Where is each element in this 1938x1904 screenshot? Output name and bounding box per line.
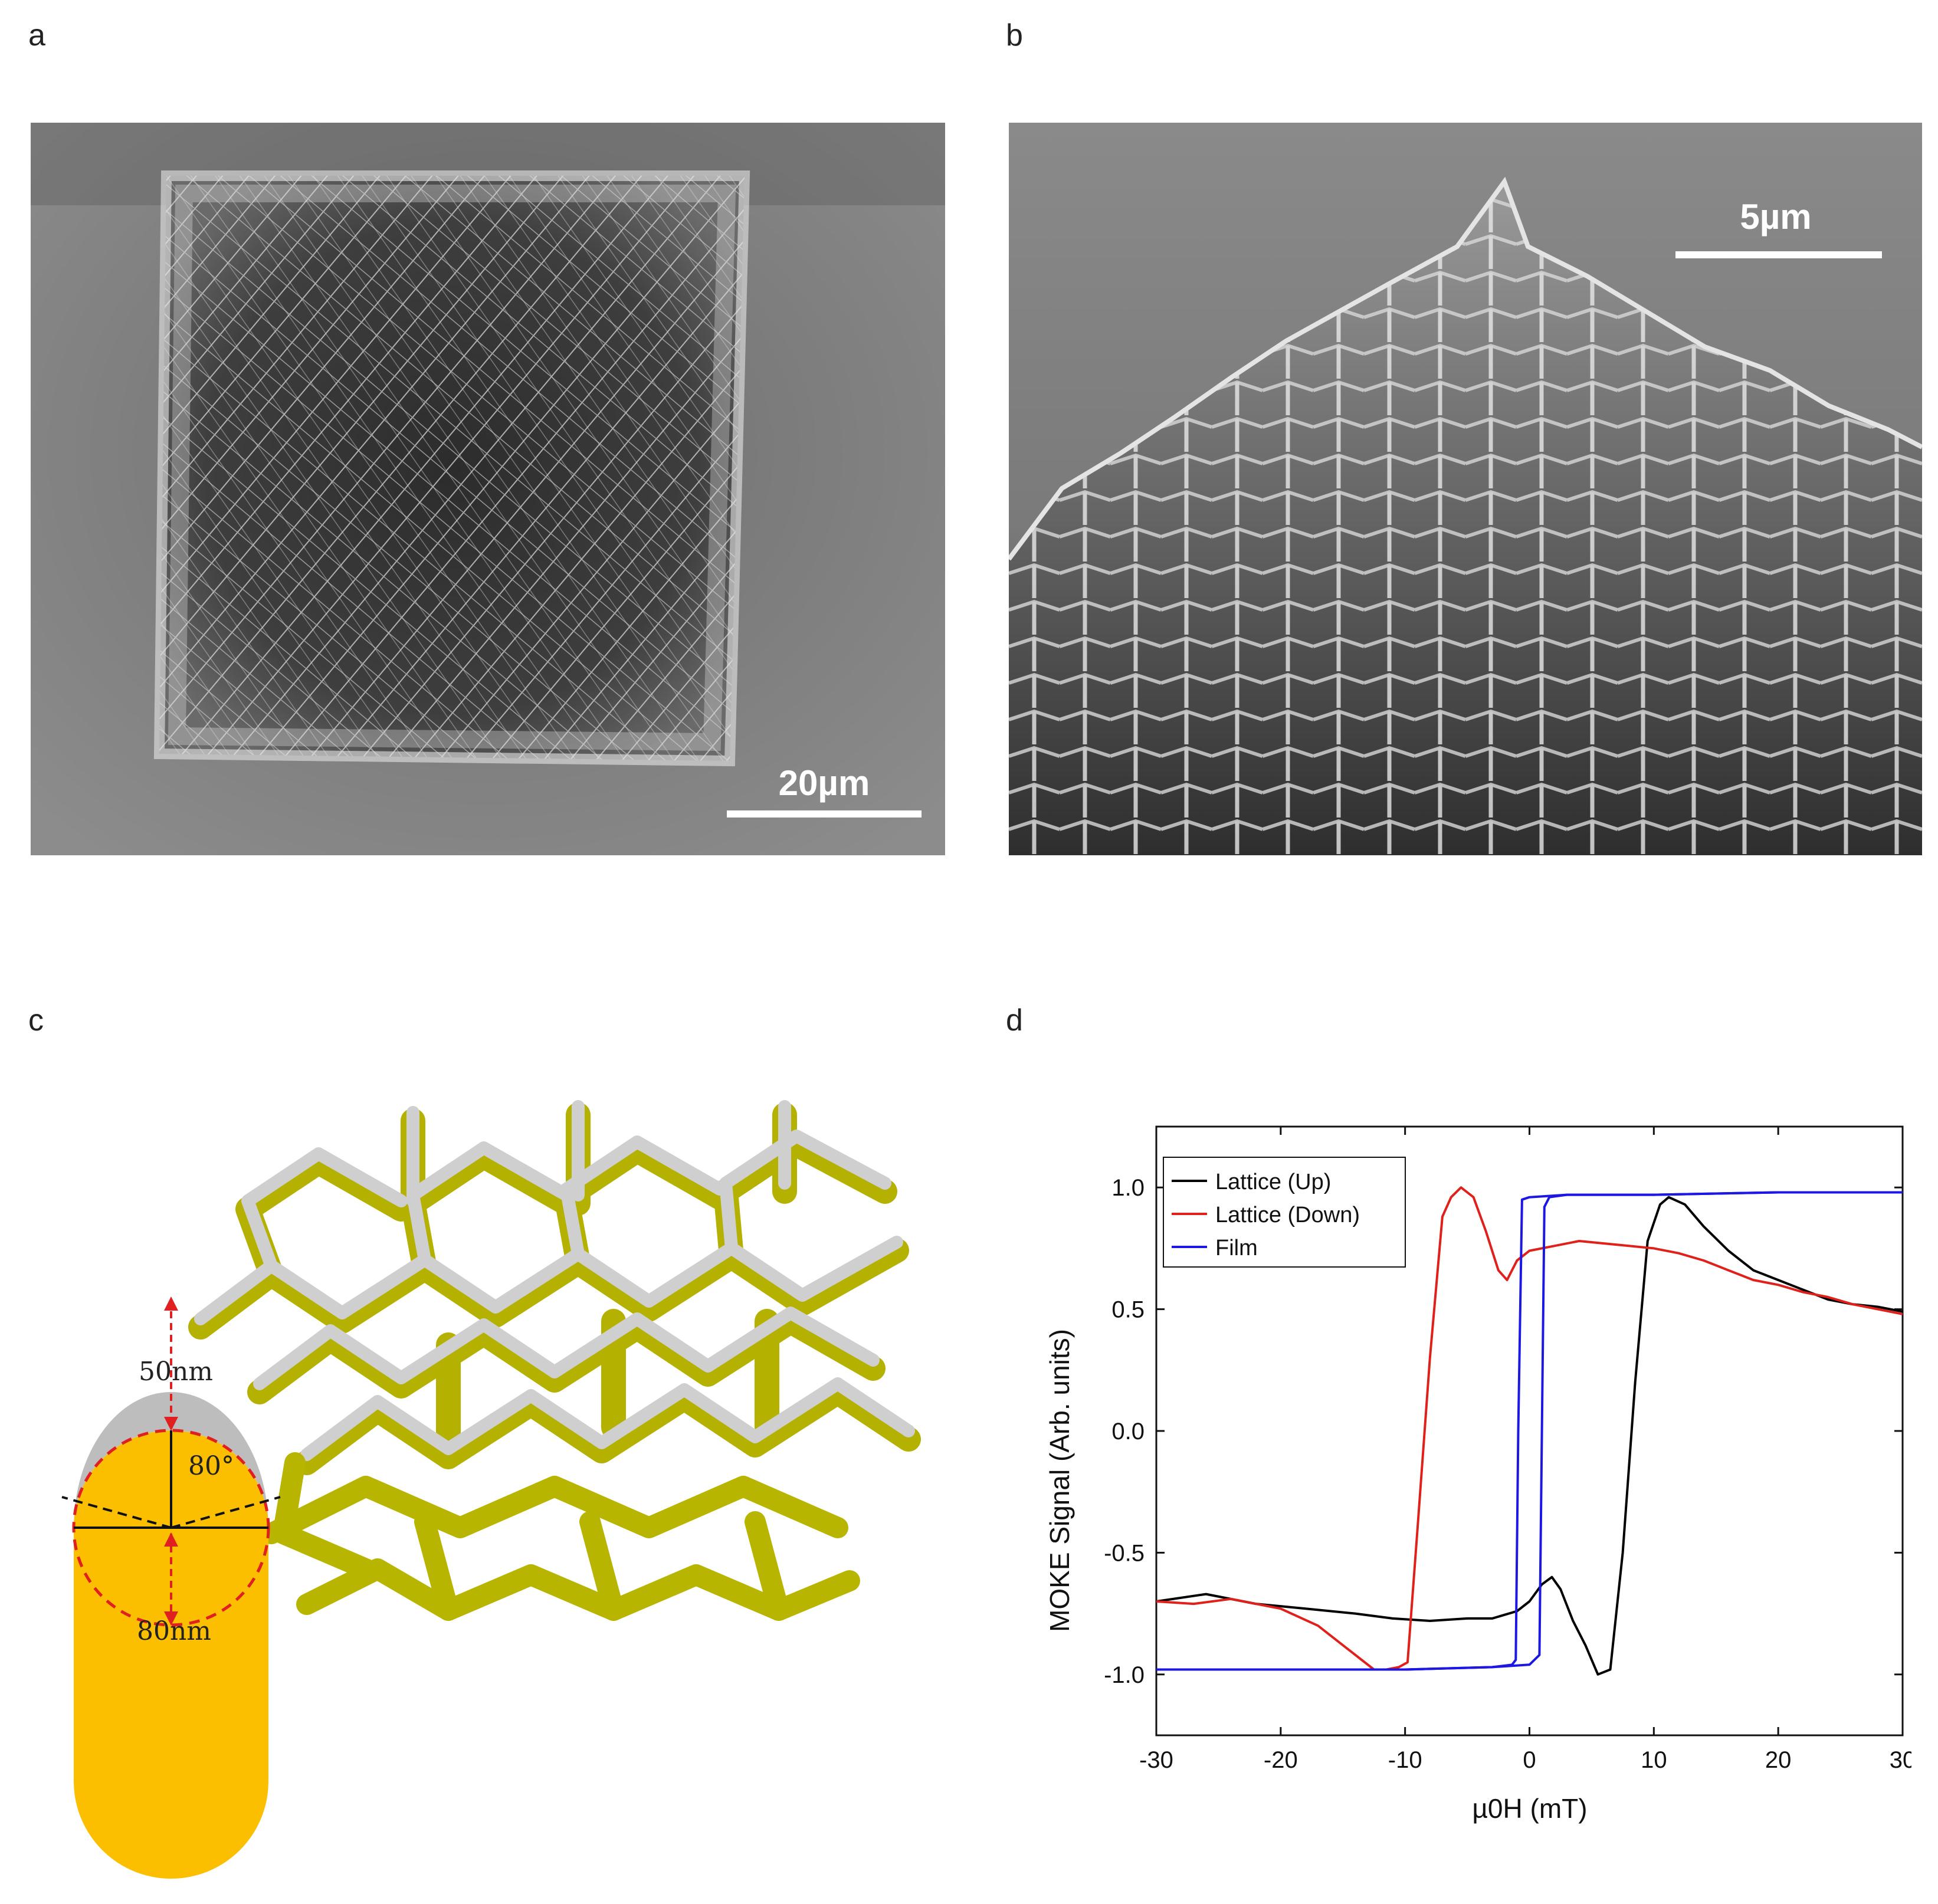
- x-tick-label: -10: [1388, 1747, 1422, 1773]
- series-line-lattice-down: [1156, 1186, 1903, 1671]
- legend-label: Lattice (Down): [1215, 1203, 1360, 1227]
- moke-hysteresis-chart: -30 -20 -10 0 10 20 30 -1.0 -0.5 0.0 0.5 1.0 Lattice…: [1044, 1125, 1916, 1824]
- series-line-film-down: [1156, 1191, 1903, 1671]
- panel-label-c: c: [28, 1003, 44, 1038]
- legend-label: Lattice (Up): [1215, 1170, 1331, 1194]
- panel-label-a: a: [28, 18, 45, 52]
- lattice-render-upper: [188, 1100, 921, 1475]
- scale-bar-a-label: 20µm: [779, 763, 870, 803]
- scale-bar-b-label: 5µm: [1740, 197, 1811, 237]
- series-line-lattice-up: [1156, 1196, 1903, 1676]
- shell-thickness-label: 50nm: [139, 1357, 213, 1387]
- panel-c-render: 50nm 80° 80nm: [0, 1015, 968, 1899]
- panel-label-b: b: [1006, 18, 1023, 52]
- x-tick-label: 30: [1890, 1747, 1911, 1773]
- legend-label: Film: [1215, 1236, 1258, 1260]
- y-tick-label: 1.0: [1111, 1175, 1145, 1201]
- sem-lattice-side-image: 5µm: [1006, 123, 1923, 855]
- x-tick-label: 10: [1641, 1747, 1667, 1773]
- x-tick-label: -30: [1139, 1747, 1173, 1773]
- scale-bar-a: [727, 810, 922, 818]
- y-tick-label: 0.0: [1111, 1419, 1145, 1445]
- cross-section-diagram: 50nm 80° 80nm: [61, 1296, 281, 1879]
- lattice-render-lower: [261, 1452, 860, 1621]
- lattice-3d-render: 50nm 80° 80nm: [61, 1100, 921, 1879]
- angle-label: 80°: [188, 1451, 234, 1481]
- y-tick-label: -1.0: [1104, 1662, 1145, 1688]
- panel-label-d: d: [1006, 1003, 1023, 1038]
- panel-b-sem-image: 5µm: [1006, 123, 1923, 855]
- panel-a-sem-image: 20µm: [31, 123, 945, 855]
- sem-square-lattice-image: 20µm: [31, 123, 945, 855]
- y-axis-label: MOKE Signal (Arb. units): [1044, 1329, 1075, 1632]
- legend-box: [1163, 1157, 1406, 1268]
- core-diameter-label: 80nm: [137, 1616, 211, 1646]
- y-tick-label: 0.5: [1111, 1297, 1145, 1323]
- y-tick-label: -0.5: [1104, 1540, 1145, 1566]
- x-tick-label: 20: [1765, 1747, 1792, 1773]
- x-tick-label: -20: [1264, 1747, 1298, 1773]
- scale-bar-b: [1675, 251, 1882, 258]
- x-tick-label: 0: [1523, 1747, 1536, 1773]
- x-axis-label: µ0H (mT): [1472, 1793, 1587, 1824]
- panel-d-chart: -30 -20 -10 0 10 20 30 -1.0 -0.5 0.0 0.5 1.0 Lattice…: [1027, 1097, 1916, 1864]
